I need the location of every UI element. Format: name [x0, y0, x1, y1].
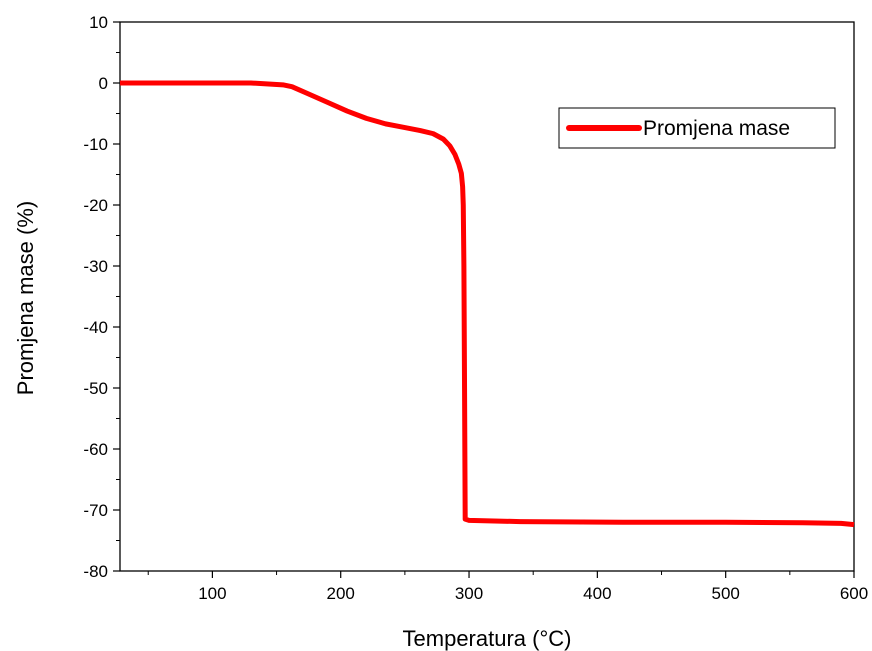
- x-tick-label: 600: [840, 584, 868, 603]
- y-tick-label: -20: [83, 196, 108, 215]
- x-tick-label: 100: [198, 584, 226, 603]
- x-tick-label: 200: [327, 584, 355, 603]
- x-tick-label: 400: [583, 584, 611, 603]
- y-tick-label: -70: [83, 501, 108, 520]
- axes: [119, 21, 855, 572]
- series-line-promjena-mase: [120, 80, 855, 528]
- legend: Promjena mase: [558, 107, 836, 149]
- x-tick-label: 300: [455, 584, 483, 603]
- y-tick-label: 0: [99, 74, 108, 93]
- y-tick-label: -50: [83, 379, 108, 398]
- x-axis-title: Temperatura (°C): [403, 626, 572, 651]
- ticks: 100 200 300 400 500 600100-10-20-30-40-50-60-…: [83, 13, 868, 603]
- y-tick-label: -80: [83, 562, 108, 581]
- y-tick-label: -10: [83, 135, 108, 154]
- y-tick-label: -40: [83, 318, 108, 337]
- y-axis-title: Promjena mase (%): [13, 201, 38, 395]
- plot-area: [120, 80, 855, 528]
- plot-frame: [119, 21, 855, 572]
- legend-label: Promjena mase: [643, 117, 790, 140]
- x-tick-label: 500: [711, 584, 739, 603]
- y-tick-label: 10: [89, 13, 108, 32]
- y-tick-label: -30: [83, 257, 108, 276]
- y-tick-label: -60: [83, 440, 108, 459]
